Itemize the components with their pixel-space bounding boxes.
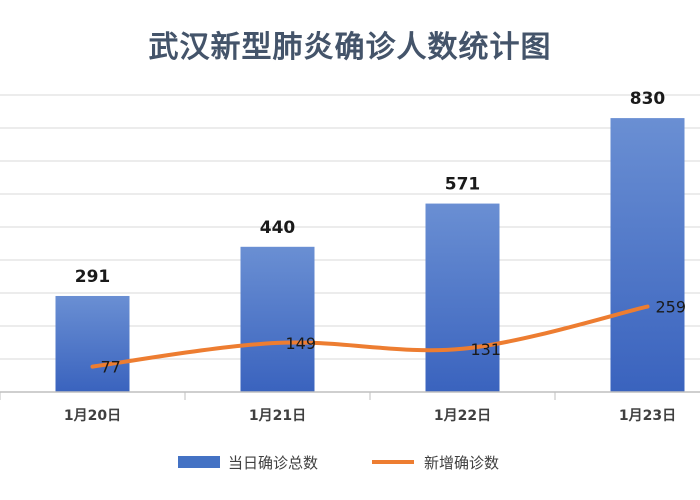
bar-1月20日 (55, 295, 130, 392)
bar-1月23日 (610, 118, 685, 392)
line-value-label: 259 (656, 298, 687, 317)
line-value-label: 149 (286, 334, 317, 353)
x-tick-label: 1月22日 (434, 408, 491, 424)
bar-1月22日 (425, 203, 500, 392)
legend-label-line: 新增确诊数 (424, 454, 499, 472)
bar-value-label: 291 (75, 267, 111, 287)
x-tick-label: 1月23日 (619, 408, 676, 424)
bar-1月21日 (240, 246, 315, 392)
legend-label-bar: 当日确诊总数 (228, 454, 318, 472)
line-value-label: 131 (471, 340, 502, 359)
series-line-新增确诊数 (90, 304, 650, 369)
x-tick-label: 1月20日 (64, 408, 121, 424)
bar-value-label: 571 (445, 175, 481, 195)
legend-swatch-bar (178, 456, 220, 468)
chart-title: 武汉新型肺炎确诊人数统计图 (148, 30, 552, 65)
bar-layer (55, 118, 685, 392)
label-layer: 291 440 571 830 77 149 131 259 (75, 89, 686, 376)
bar-value-label: 440 (260, 218, 296, 238)
line-value-label: 77 (101, 358, 121, 377)
axis-layer: 1月20日 1月21日 1月22日 1月23日 (0, 391, 700, 424)
line-layer (90, 304, 650, 369)
bar-value-label: 830 (630, 89, 666, 109)
x-tick-label: 1月21日 (249, 408, 306, 424)
legend-layer: 当日确诊总数 新增确诊数 (178, 454, 499, 472)
